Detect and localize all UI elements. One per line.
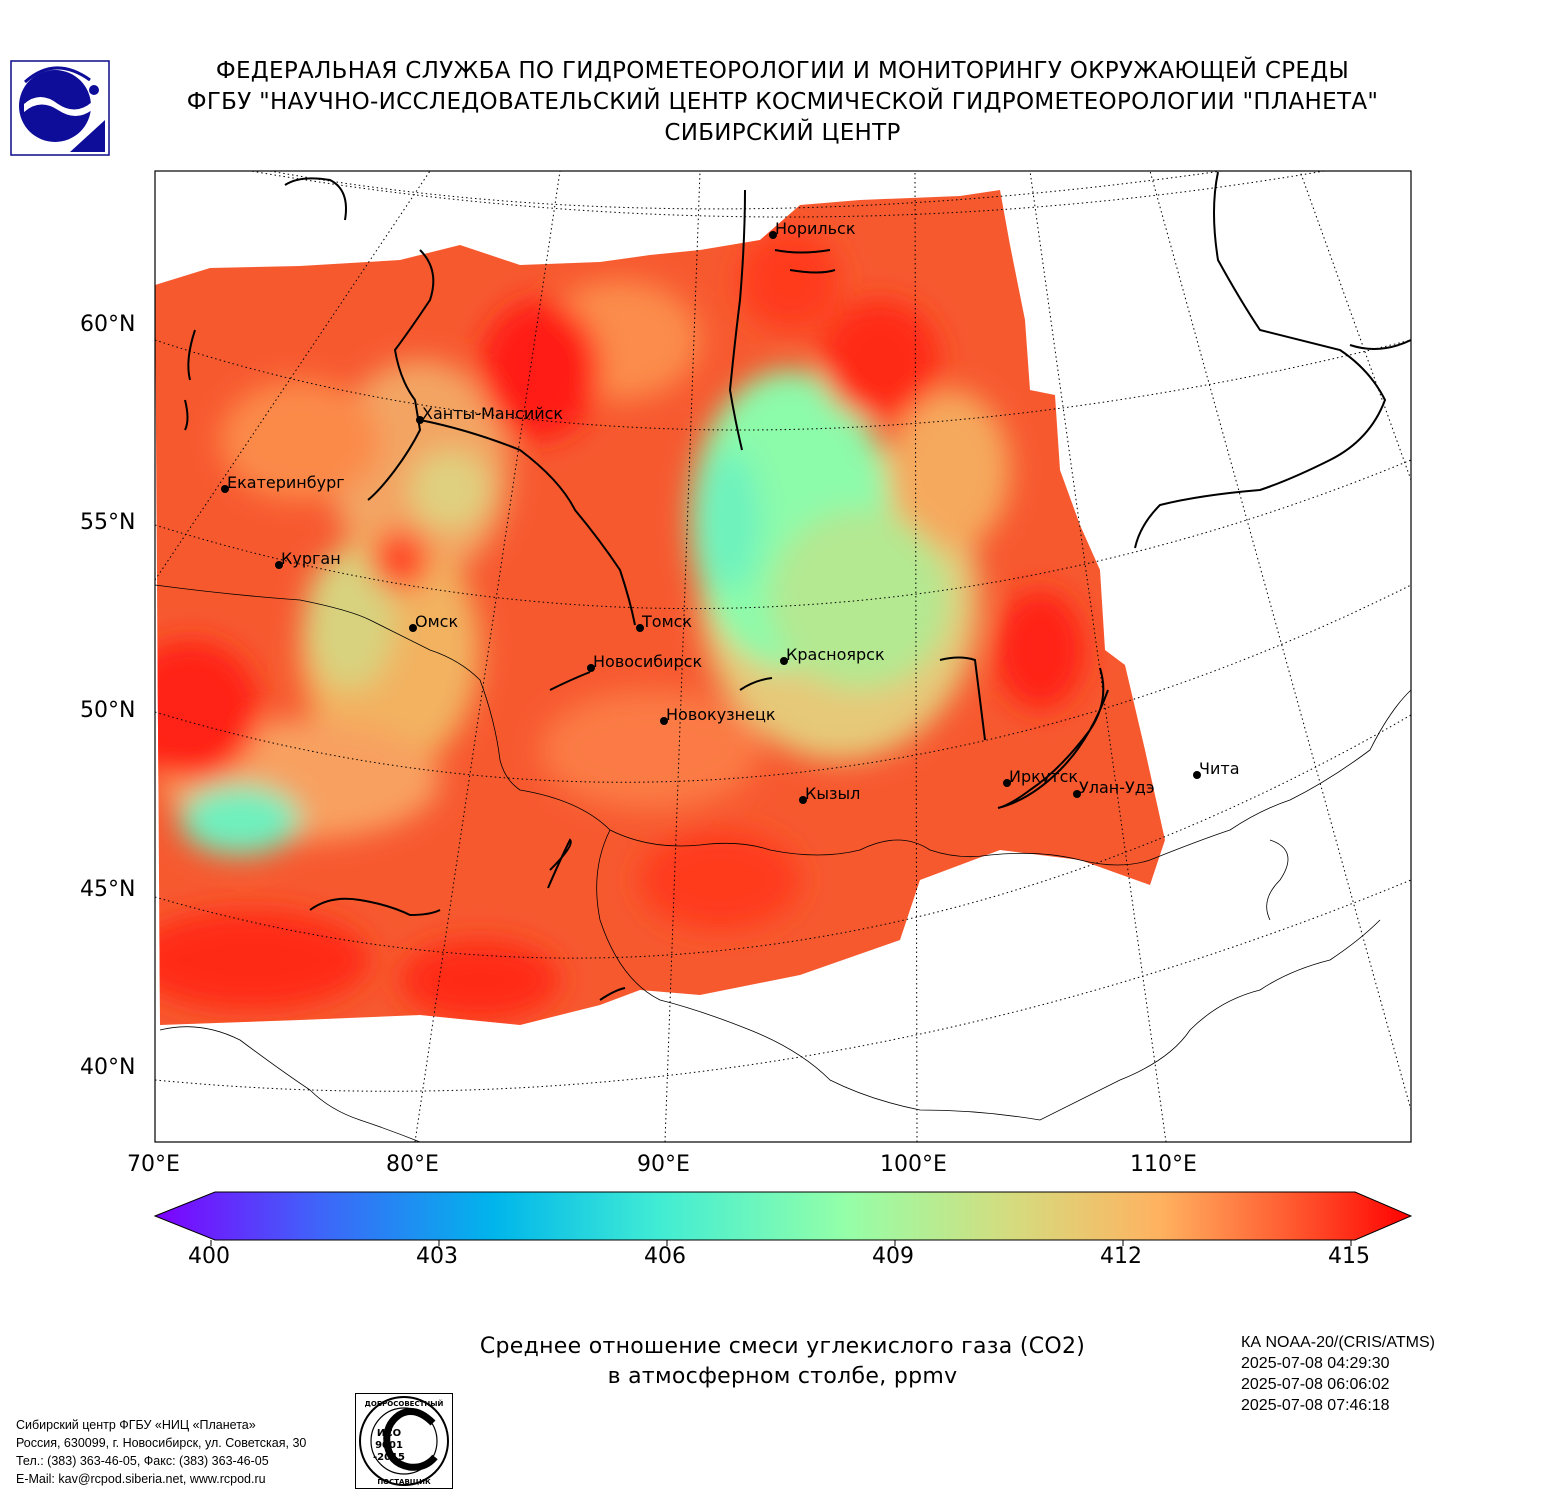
map-frame	[154, 170, 1412, 1143]
pass-time: 2025-07-08 06:06:02	[1241, 1376, 1390, 1393]
city-dot	[636, 624, 644, 632]
address-line: Россия, 630099, г. Новосибирск, ул. Сове…	[16, 1436, 307, 1450]
iso-top-text: ДОБРОСОВЕСТНЫЙ	[365, 1399, 444, 1408]
city-8: Новокузнецк	[660, 705, 776, 725]
lat-label: 40°N	[80, 1055, 136, 1080]
city-label: Новокузнецк	[666, 705, 776, 724]
city-1: Ханты-Мансийск	[416, 404, 563, 424]
map-caption: Среднее отношение смеси углекислого газа…	[380, 1332, 1185, 1392]
lon-label: 70°E	[127, 1152, 180, 1177]
lon-label: 110°E	[1130, 1152, 1197, 1177]
city-label: Красноярск	[786, 645, 885, 664]
lat-label: 45°N	[80, 877, 136, 902]
city-label: Кызыл	[805, 784, 860, 803]
city-5: Томск	[636, 612, 692, 632]
city-dot	[1193, 771, 1201, 779]
colorbar-ticks	[210, 1240, 1352, 1246]
lon-label: 100°E	[880, 1152, 947, 1177]
pass-time: 2025-07-08 07:46:18	[1241, 1397, 1390, 1414]
city-label: Чита	[1199, 759, 1240, 778]
address-line: Сибирский центр ФГБУ «НИЦ «Планета»	[16, 1418, 256, 1432]
city-dot	[275, 561, 283, 569]
city-11: Улан-Удэ	[1073, 778, 1155, 798]
city-6: Новосибирск	[587, 652, 702, 672]
city-label: Иркутск	[1009, 767, 1078, 786]
lat-label: 50°N	[80, 698, 136, 723]
city-3: Курган	[275, 549, 341, 569]
city-dot	[769, 231, 777, 239]
city-label: Ханты-Мансийск	[422, 404, 563, 423]
city-label: Улан-Удэ	[1079, 778, 1155, 797]
city-dot	[780, 657, 788, 665]
city-label: Курган	[281, 549, 341, 568]
city-dot	[587, 664, 595, 672]
satellite-name: КА NOAA-20/(CRIS/ATMS)	[1241, 1334, 1435, 1351]
iso-mid3-text: -2015	[373, 1452, 405, 1463]
pass-time: 2025-07-08 04:29:30	[1241, 1355, 1390, 1372]
city-dot	[221, 485, 229, 493]
city-dot	[1073, 790, 1081, 798]
colorbar-label: 412	[1100, 1244, 1142, 1269]
iso-bottom-text: ПОСТАВЩИК	[377, 1478, 431, 1486]
city-label: Екатеринбург	[227, 473, 345, 492]
header: ФЕДЕРАЛЬНАЯ СЛУЖБА ПО ГИДРОМЕТЕОРОЛОГИИ …	[150, 56, 1415, 149]
lon-label: 80°E	[386, 1152, 439, 1177]
iso-mid2-text: 9001	[375, 1440, 403, 1451]
lon-label: 90°E	[637, 1152, 690, 1177]
colorbar-label: 409	[872, 1244, 914, 1269]
colorbar-label: 415	[1328, 1244, 1370, 1269]
city-10: Иркутск	[1003, 767, 1078, 787]
iso-mid1-text: ИСО	[377, 1428, 401, 1439]
city-label: Новосибирск	[593, 652, 702, 671]
header-line-1: ФЕДЕРАЛЬНАЯ СЛУЖБА ПО ГИДРОМЕТЕОРОЛОГИИ …	[215, 58, 1350, 84]
city-label: Норильск	[775, 219, 856, 238]
city-markers: Норильск Ханты-Мансийск Екатеринбург Курган…	[221, 219, 1240, 804]
address-line: Тел.: (383) 363-46-05, Факс: (383) 363-4…	[16, 1454, 269, 1468]
address-line: E-Mail: kav@rcpod.siberia.net, www.rcpod…	[16, 1472, 266, 1486]
city-label: Омск	[415, 612, 458, 631]
city-2: Екатеринбург	[221, 473, 345, 493]
city-dot	[416, 416, 424, 424]
colorbar-label: 403	[416, 1244, 458, 1269]
city-4: Омск	[409, 612, 458, 632]
colorbar-label: 400	[188, 1244, 230, 1269]
city-0: Норильск	[769, 219, 856, 239]
lat-label: 55°N	[80, 510, 136, 535]
contact-address: Сибирский центр ФГБУ «НИЦ «Планета» Росс…	[16, 1416, 306, 1488]
lat-label: 60°N	[80, 312, 136, 337]
header-line-2: ФГБУ "НАУЧНО-ИССЛЕДОВАТЕЛЬСКИЙ ЦЕНТР КОС…	[186, 89, 1379, 115]
city-dot	[409, 624, 417, 632]
city-label: Томск	[641, 612, 692, 631]
header-line-3: СИБИРСКИЙ ЦЕНТР	[664, 120, 901, 146]
colorbar-bar	[153, 1191, 1413, 1241]
iso-9001-badge-icon: ДОБРОСОВЕСТНЫЙ ИСО 9001 -2015 ПОСТАВЩИК	[355, 1393, 453, 1489]
caption-line-2: в атмосферном столбе, ppmv	[607, 1364, 958, 1389]
city-7: Красноярск	[780, 645, 885, 665]
colorbar	[153, 1191, 1413, 1246]
city-9: Кызыл	[799, 784, 860, 804]
co2-field	[155, 190, 1165, 1025]
city-dot	[660, 717, 668, 725]
caption-line-1: Среднее отношение смеси углекислого газа…	[479, 1334, 1086, 1359]
planeta-logo-icon	[10, 60, 110, 156]
city-dot	[799, 796, 807, 804]
satellite-meta: КА NOAA-20/(CRIS/ATMS) 2025-07-08 04:29:…	[1241, 1332, 1435, 1416]
map-lines	[155, 171, 1411, 1142]
city-dot	[1003, 779, 1011, 787]
colorbar-label: 406	[644, 1244, 686, 1269]
city-12: Чита	[1193, 759, 1240, 779]
